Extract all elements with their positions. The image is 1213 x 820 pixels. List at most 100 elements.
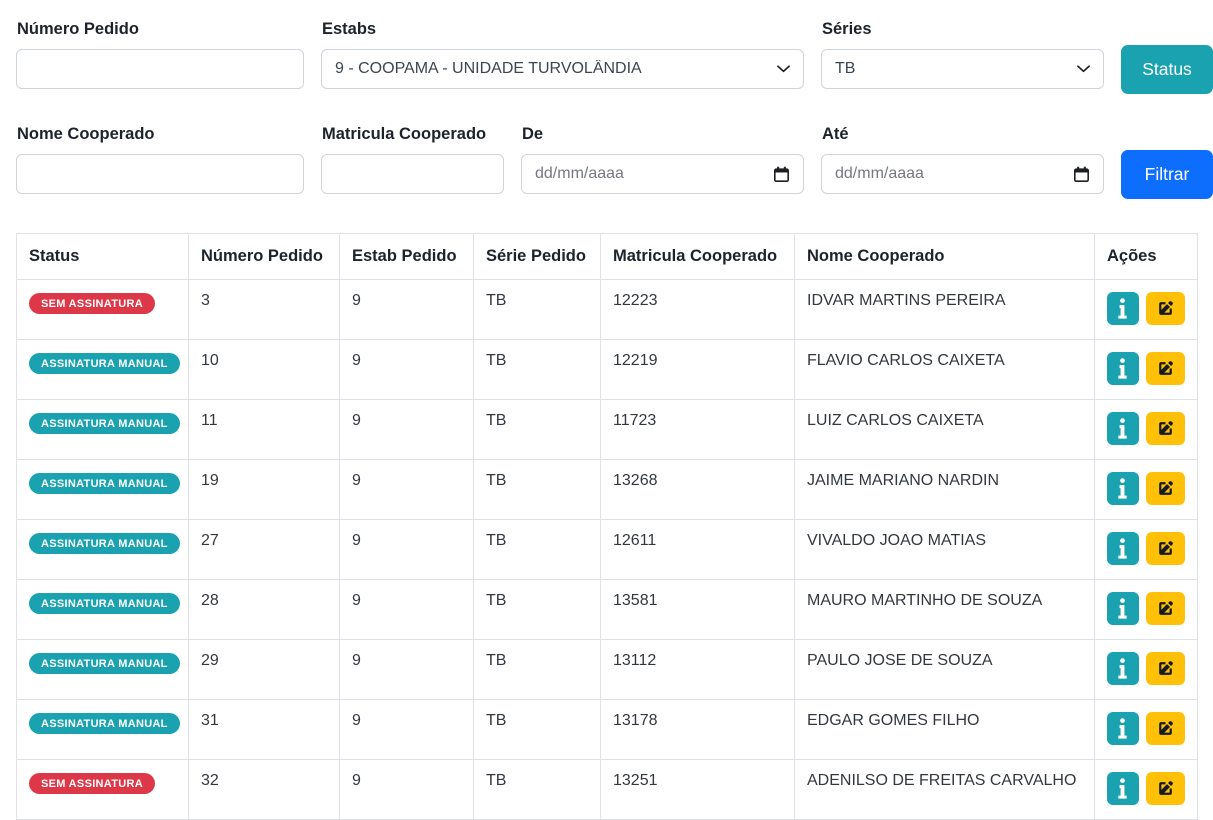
cell-serie-pedido: TB: [473, 759, 601, 820]
cell-acoes: [1094, 279, 1198, 340]
filtrar-button[interactable]: Filtrar: [1121, 150, 1213, 199]
cell-estab-pedido: 9: [339, 579, 474, 640]
cell-numero-pedido: 3: [188, 279, 340, 340]
row-actions: [1107, 652, 1185, 685]
info-button[interactable]: [1107, 352, 1139, 385]
cell-serie-pedido: TB: [473, 639, 601, 700]
ate-date-input[interactable]: dd/mm/aaaa: [821, 154, 1104, 194]
edit-button[interactable]: [1145, 532, 1185, 565]
cell-estab-pedido: 9: [339, 519, 474, 580]
cell-acoes: [1094, 459, 1198, 520]
info-button[interactable]: [1107, 292, 1139, 325]
edit-button[interactable]: [1145, 292, 1185, 325]
series-selected-value: TB: [835, 60, 856, 77]
nome-cooperado-input[interactable]: [16, 154, 304, 194]
pedidos-table: Status Número Pedido Estab Pedido Série Ped…: [16, 233, 1198, 820]
status-badge: ASSINATURA MANUAL: [29, 593, 180, 614]
cell-status: ASSINATURA MANUAL: [16, 639, 189, 700]
cell-nome-cooperado: ADENILSO DE FREITAS CARVALHO: [794, 759, 1095, 820]
cell-numero-pedido: 11: [188, 399, 340, 460]
table-row: ASSINATURA MANUAL 11 9 TB 11723 LUIZ CAR…: [16, 399, 1198, 460]
edit-icon: [1156, 719, 1175, 738]
cell-status: ASSINATURA MANUAL: [16, 399, 189, 460]
cell-serie-pedido: TB: [473, 579, 601, 640]
table-row: ASSINATURA MANUAL 28 9 TB 13581 MAURO MA…: [16, 579, 1198, 640]
cell-serie-pedido: TB: [473, 459, 601, 520]
cell-status: ASSINATURA MANUAL: [16, 519, 189, 580]
edit-icon: [1156, 359, 1175, 378]
series-select[interactable]: TB: [821, 49, 1104, 89]
cell-estab-pedido: 9: [339, 399, 474, 460]
cell-nome-cooperado: MAURO MARTINHO DE SOUZA: [794, 579, 1095, 640]
edit-button[interactable]: [1145, 772, 1185, 805]
cell-estab-pedido: 9: [339, 279, 474, 340]
edit-button[interactable]: [1145, 712, 1185, 745]
info-icon: [1117, 658, 1128, 679]
table-header-row: Status Número Pedido Estab Pedido Série Ped…: [16, 233, 1198, 280]
cell-numero-pedido: 31: [188, 699, 340, 760]
edit-button[interactable]: [1145, 652, 1185, 685]
chevron-down-icon: [777, 65, 790, 73]
table-row: SEM ASSINATURA 3 9 TB 12223 IDVAR MARTIN…: [16, 279, 1198, 340]
calendar-icon[interactable]: [1073, 166, 1090, 183]
info-button[interactable]: [1107, 532, 1139, 565]
de-date-input[interactable]: dd/mm/aaaa: [521, 154, 804, 194]
cell-estab-pedido: 9: [339, 639, 474, 700]
de-date-field: De dd/mm/aaaa: [521, 123, 804, 194]
info-button[interactable]: [1107, 712, 1139, 745]
numero-pedido-label: Número Pedido: [17, 20, 139, 38]
cell-estab-pedido: 9: [339, 339, 474, 400]
matricula-cooperado-input[interactable]: [321, 154, 504, 194]
info-icon: [1117, 478, 1128, 499]
edit-button[interactable]: [1145, 472, 1185, 505]
chevron-down-icon: [1077, 65, 1090, 73]
status-badge: ASSINATURA MANUAL: [29, 473, 180, 494]
row-actions: [1107, 412, 1185, 445]
cell-numero-pedido: 28: [188, 579, 340, 640]
row-actions: [1107, 772, 1185, 805]
estabs-select[interactable]: 9 - COOPAMA - UNIDADE TURVOLÂNDIA: [321, 49, 804, 89]
info-icon: [1117, 418, 1128, 439]
cell-status: ASSINATURA MANUAL: [16, 699, 189, 760]
cell-matricula-cooperado: 13268: [600, 459, 795, 520]
cell-nome-cooperado: PAULO JOSE DE SOUZA: [794, 639, 1095, 700]
status-badge: SEM ASSINATURA: [29, 773, 155, 794]
cell-nome-cooperado: IDVAR MARTINS PEREIRA: [794, 279, 1095, 340]
edit-button[interactable]: [1145, 412, 1185, 445]
info-button[interactable]: [1107, 412, 1139, 445]
nome-cooperado-field: Nome Cooperado: [16, 123, 304, 194]
cell-nome-cooperado: EDGAR GOMES FILHO: [794, 699, 1095, 760]
info-button[interactable]: [1107, 592, 1139, 625]
calendar-icon[interactable]: [773, 166, 790, 183]
info-button[interactable]: [1107, 472, 1139, 505]
status-badge: ASSINATURA MANUAL: [29, 533, 180, 554]
estabs-field: Estabs 9 - COOPAMA - UNIDADE TURVOLÂNDIA: [321, 18, 804, 89]
cell-matricula-cooperado: 12223: [600, 279, 795, 340]
cell-acoes: [1094, 579, 1198, 640]
info-icon: [1117, 358, 1128, 379]
numero-pedido-input[interactable]: [16, 49, 304, 89]
info-icon: [1117, 538, 1128, 559]
cell-matricula-cooperado: 13251: [600, 759, 795, 820]
table-row: ASSINATURA MANUAL 29 9 TB 13112 PAULO JO…: [16, 639, 1198, 700]
status-badge: SEM ASSINATURA: [29, 293, 155, 314]
row-actions: [1107, 352, 1185, 385]
cell-numero-pedido: 32: [188, 759, 340, 820]
cell-nome-cooperado: JAIME MARIANO NARDIN: [794, 459, 1095, 520]
edit-icon: [1156, 779, 1175, 798]
cell-estab-pedido: 9: [339, 459, 474, 520]
info-icon: [1117, 778, 1128, 799]
cell-matricula-cooperado: 11723: [600, 399, 795, 460]
info-button[interactable]: [1107, 772, 1139, 805]
cell-acoes: [1094, 519, 1198, 580]
estabs-label: Estabs: [322, 20, 377, 38]
column-header-0: Status: [16, 233, 189, 280]
status-button[interactable]: Status: [1121, 45, 1213, 94]
edit-button[interactable]: [1145, 592, 1185, 625]
edit-button[interactable]: [1145, 352, 1185, 385]
column-header-2: Estab Pedido: [339, 233, 474, 280]
cell-serie-pedido: TB: [473, 699, 601, 760]
info-button[interactable]: [1107, 652, 1139, 685]
status-badge: ASSINATURA MANUAL: [29, 653, 180, 674]
column-header-4: Matricula Cooperado: [600, 233, 795, 280]
